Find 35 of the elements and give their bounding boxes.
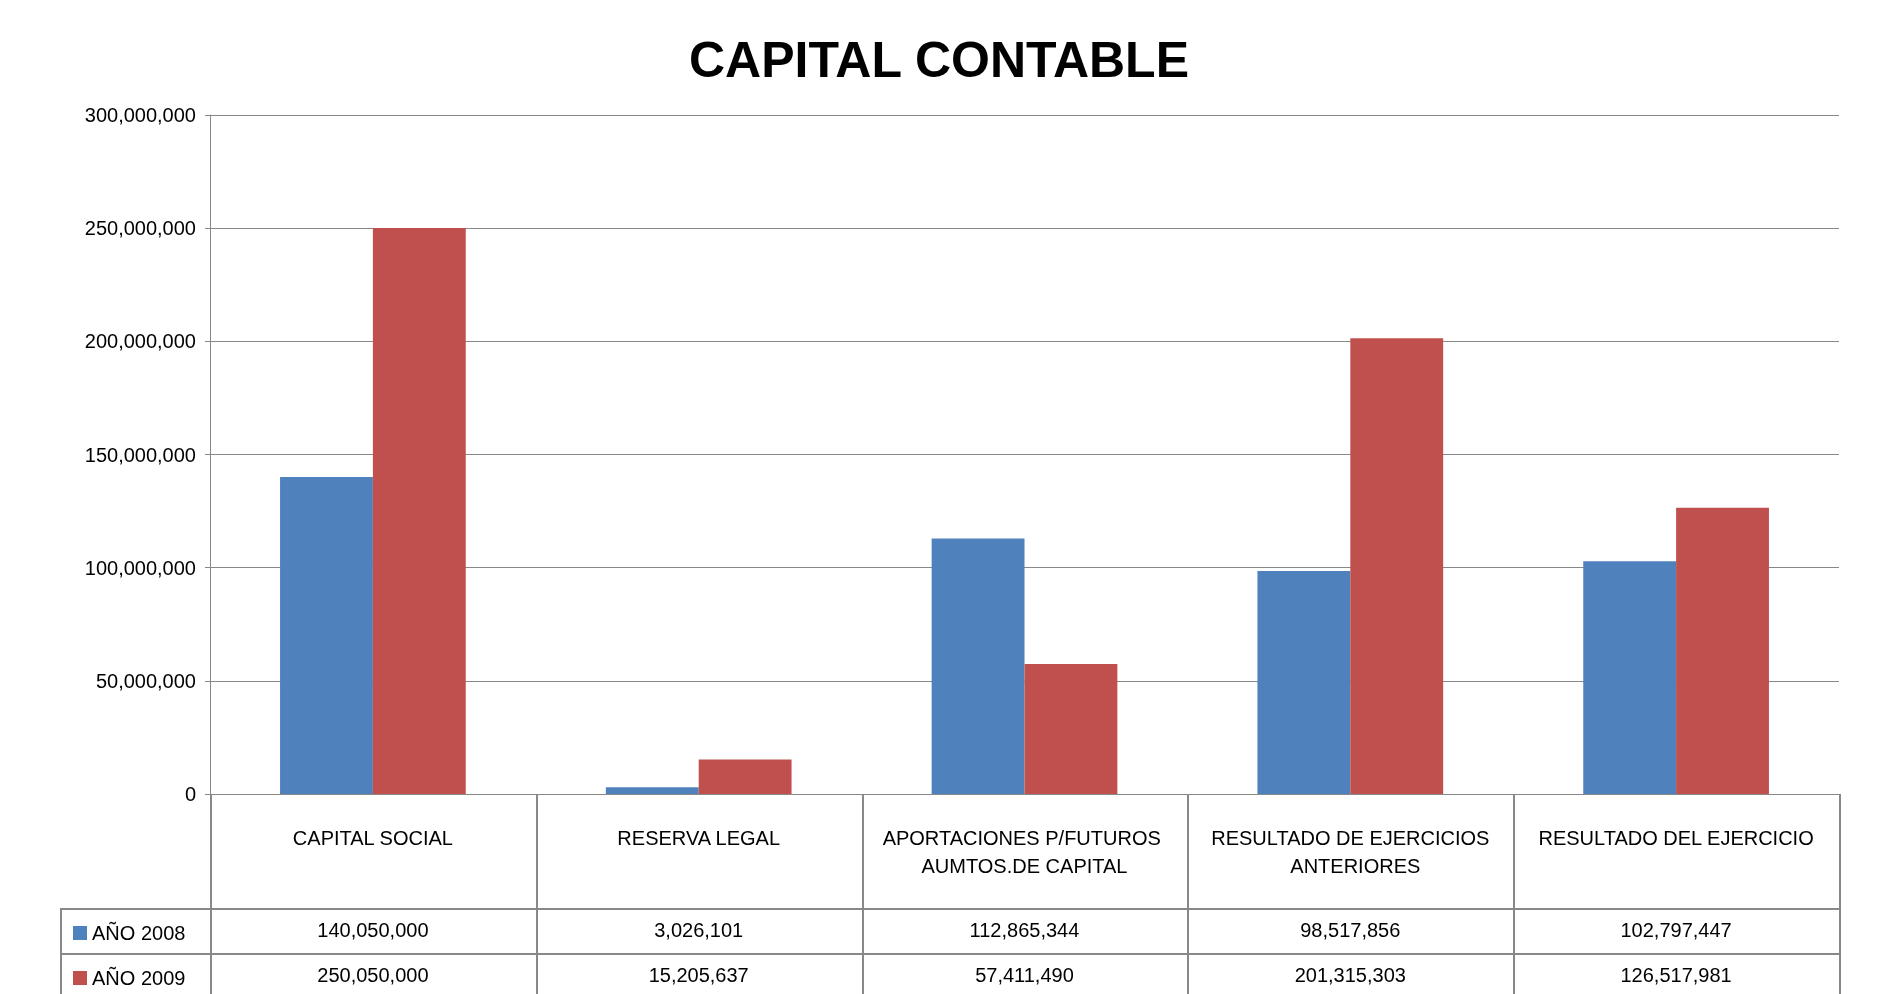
bar	[372, 228, 466, 794]
y-tick-label: 300,000,000	[84, 104, 196, 126]
data-label: 3,026,101	[653, 918, 745, 943]
y-tick-label: 250,000,000	[84, 217, 196, 240]
data-label: 250,050,000	[316, 963, 430, 988]
legend-label: AÑO 2008	[92, 921, 186, 944]
data-label: 57,411,490	[974, 963, 1075, 988]
bar	[1024, 664, 1118, 794]
y-tick-label: 150,000,000	[84, 443, 196, 466]
legend-label: AÑO 2009	[92, 966, 186, 989]
chart-title: CAPITAL CONTABLE	[689, 32, 1189, 88]
bar	[280, 477, 373, 794]
bar	[1583, 561, 1677, 794]
data-label: 98,517,856	[1299, 918, 1402, 943]
bar	[605, 787, 699, 794]
x-tick-label: RESERVA LEGAL	[617, 827, 781, 849]
x-tick-label: RESULTADO DEL EJERCICIO	[1538, 827, 1814, 849]
data-label: 201,315,303	[1293, 963, 1407, 988]
bar	[698, 759, 792, 794]
bar	[1350, 338, 1444, 794]
data-label: 140,050,000	[316, 918, 430, 943]
x-tick-label: CAPITAL SOCIAL	[292, 827, 453, 849]
bar	[931, 538, 1025, 794]
y-tick-label: 0	[184, 783, 196, 805]
data-label: 15,205,637	[647, 963, 750, 988]
data-label: 112,865,344	[968, 918, 1081, 943]
x-tick-label: RESULTADO DE EJERCICIOS ANTERIORES	[1211, 827, 1490, 877]
y-tick-label: 100,000,000	[84, 556, 196, 579]
bar	[1257, 571, 1351, 794]
y-tick-label: 50,000,000	[95, 669, 196, 692]
data-label: 126,517,981	[1619, 963, 1733, 988]
data-label: 102,797,447	[1619, 918, 1733, 943]
y-tick-label: 200,000,000	[84, 330, 196, 353]
x-tick-label: APORTACIONES P/FUTUROS AUMTOS.DE CAPITAL	[882, 827, 1167, 877]
bar	[1676, 507, 1769, 794]
